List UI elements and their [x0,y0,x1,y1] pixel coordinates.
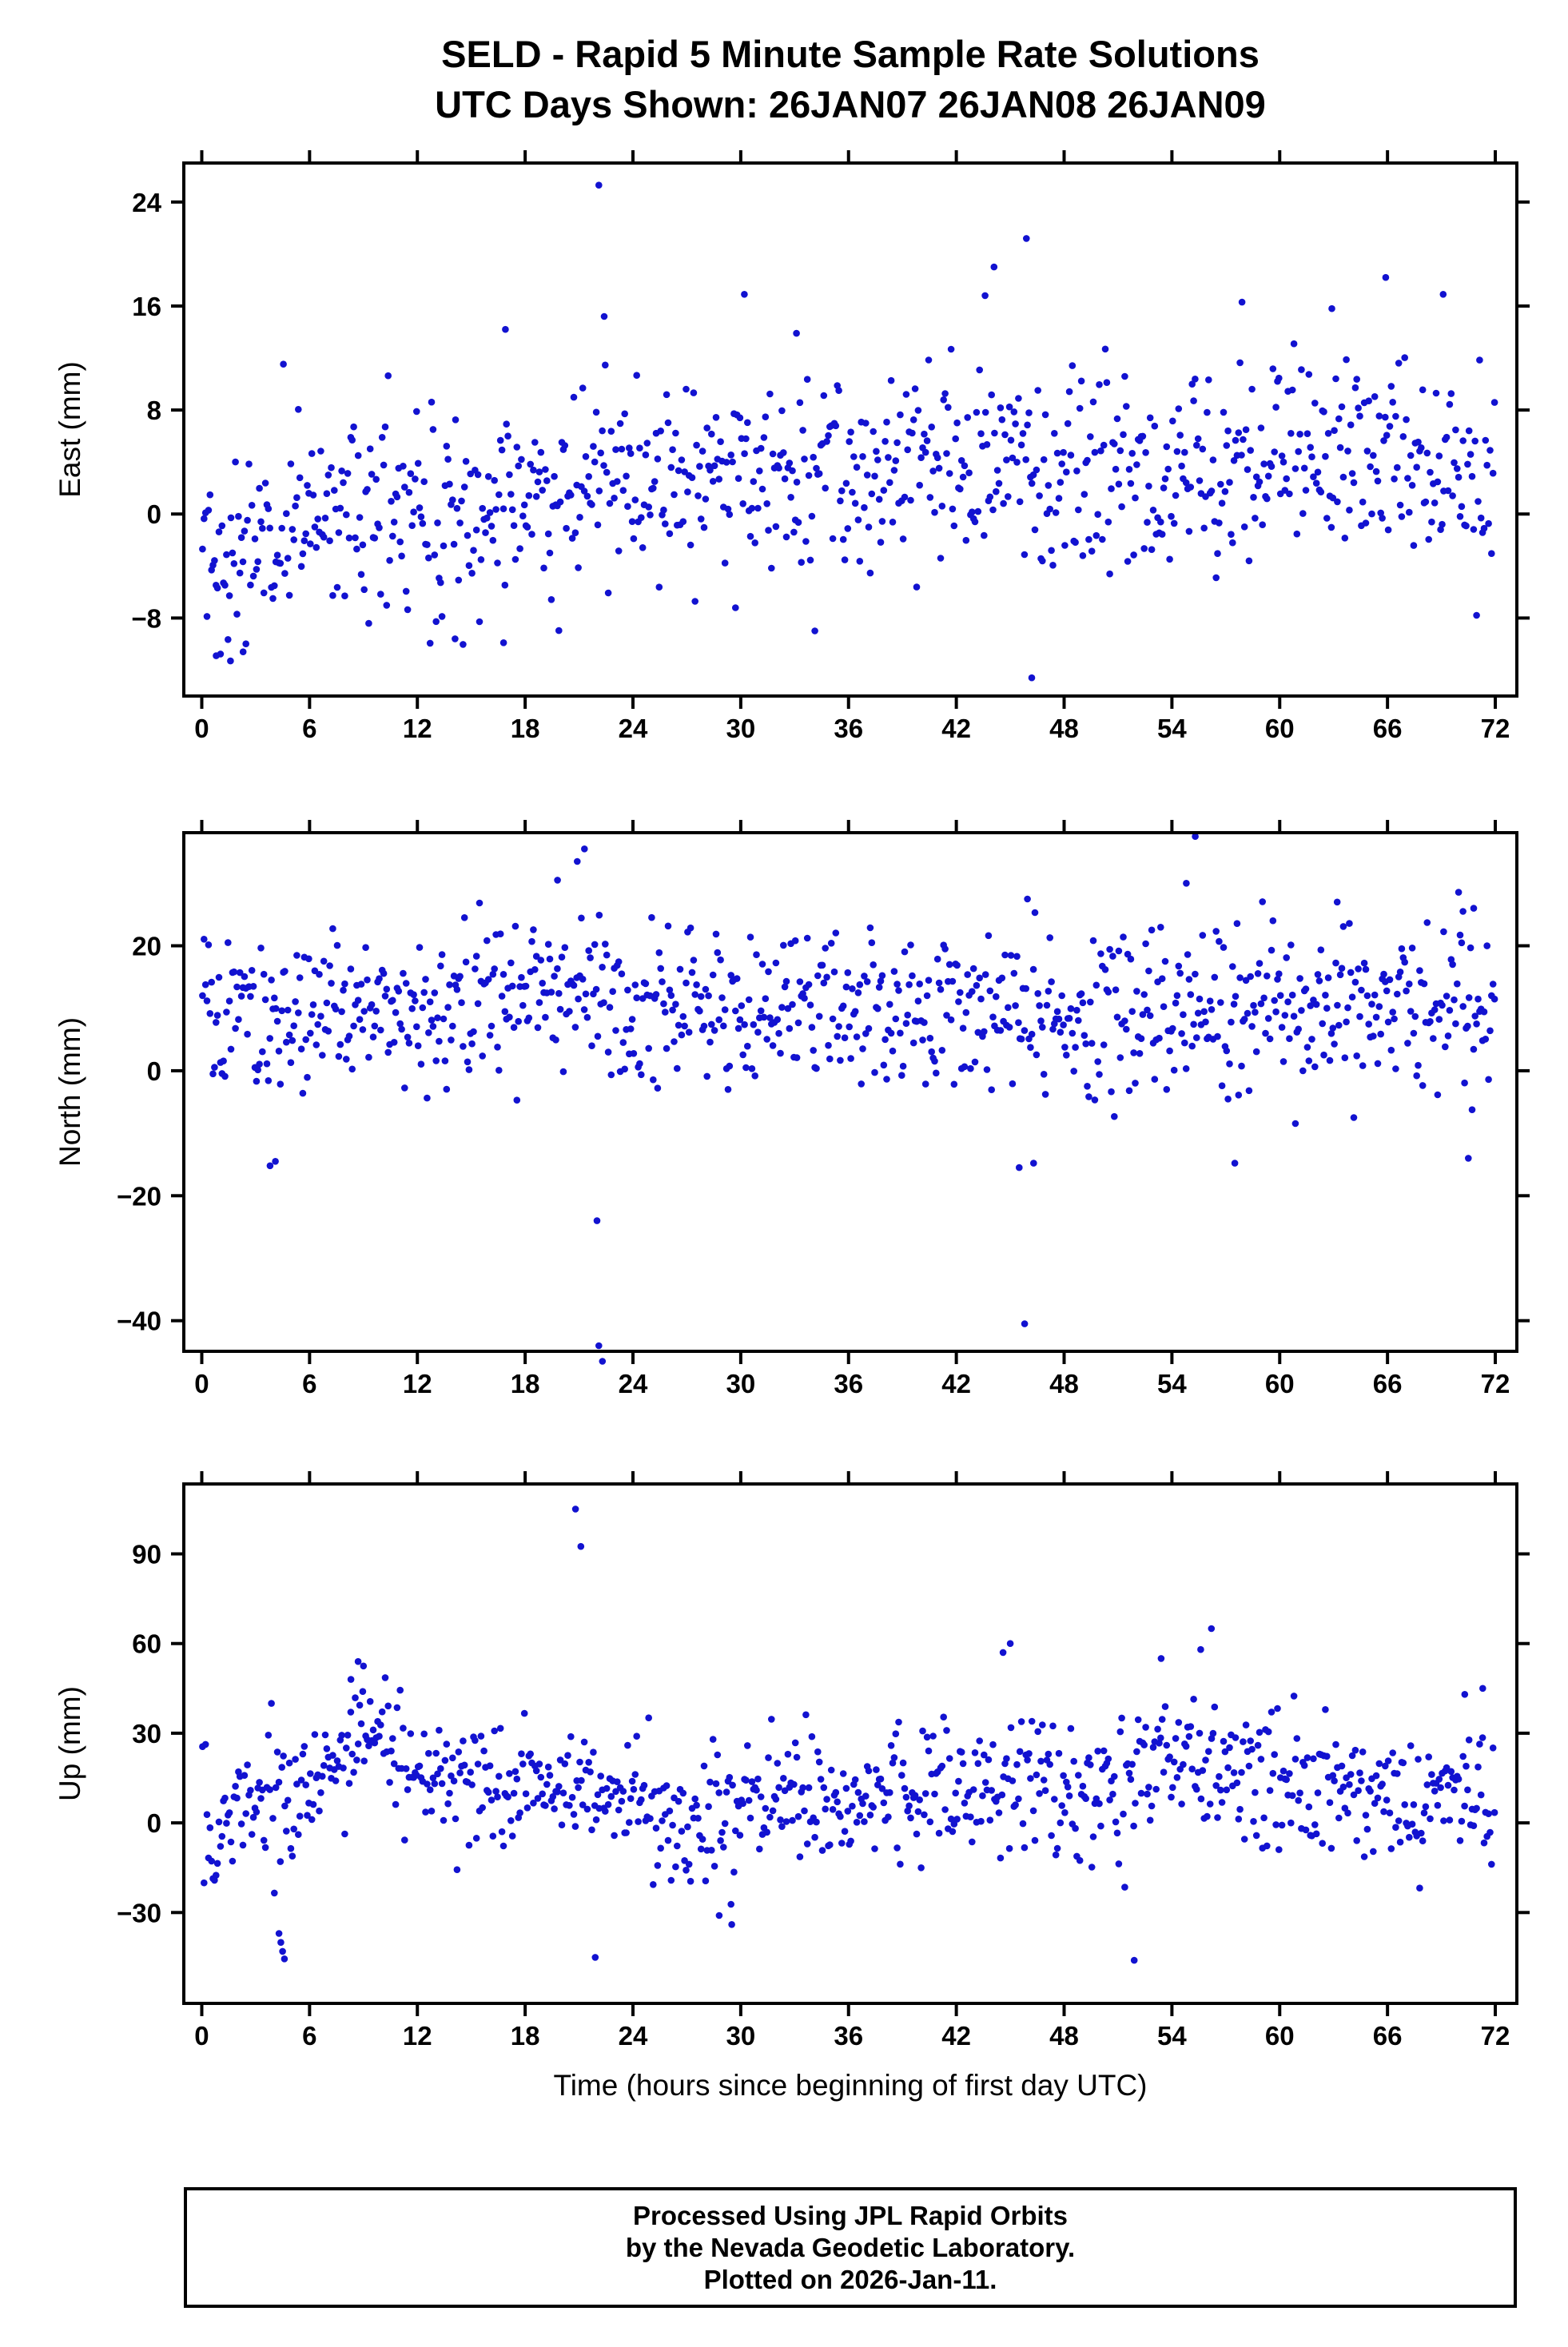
svg-text:12: 12 [403,714,432,743]
svg-text:54: 54 [1157,1369,1187,1398]
svg-text:0: 0 [147,1056,161,1086]
svg-text:66: 66 [1373,2021,1403,2051]
panel-east: 0 6 12 18 24 30 36 42 48 54 60 66 72 −8 0 8 16 24 East (mm… [54,150,1530,743]
svg-text:6: 6 [302,714,316,743]
svg-text:−30: −30 [117,1898,161,1927]
svg-text:16: 16 [132,292,161,321]
svg-text:24: 24 [132,188,161,217]
svg-text:0: 0 [194,1369,209,1398]
svg-text:54: 54 [1157,714,1187,743]
svg-text:48: 48 [1049,2021,1079,2051]
svg-text:30: 30 [132,1719,161,1748]
svg-text:0: 0 [147,499,161,529]
svg-text:30: 30 [726,1369,756,1398]
svg-text:18: 18 [511,2021,540,2051]
east-points [199,181,1498,682]
x-axis-label: Time (hours since beginning of first day… [553,2069,1147,2102]
svg-text:66: 66 [1373,1369,1403,1398]
panel-north: 0 6 12 18 24 30 36 42 48 54 60 66 72 −40 −20 0 20 North (… [54,820,1530,1398]
svg-text:90: 90 [132,1540,161,1569]
up-axes [171,1471,1530,2016]
svg-text:12: 12 [403,1369,432,1398]
svg-text:24: 24 [619,714,648,743]
svg-text:36: 36 [834,714,863,743]
svg-text:54: 54 [1157,2021,1187,2051]
svg-text:18: 18 [511,1369,540,1398]
svg-text:−8: −8 [131,603,161,633]
svg-text:8: 8 [147,396,161,425]
svg-text:18: 18 [511,714,540,743]
svg-text:72: 72 [1481,714,1510,743]
up-frame [182,1482,1518,2005]
svg-text:24: 24 [619,2021,648,2051]
svg-text:0: 0 [147,1808,161,1838]
svg-text:0: 0 [194,714,209,743]
svg-text:42: 42 [941,1369,971,1398]
svg-text:36: 36 [834,1369,863,1398]
svg-text:60: 60 [1265,2021,1295,2051]
svg-text:12: 12 [403,2021,432,2051]
east-axes [171,150,1530,709]
north-axes [171,820,1530,1364]
north-frame [182,831,1518,1353]
svg-text:72: 72 [1481,2021,1510,2051]
east-frame [182,161,1518,698]
svg-text:42: 42 [941,714,971,743]
svg-text:0: 0 [194,2021,209,2051]
svg-text:−20: −20 [117,1181,161,1211]
svg-text:30: 30 [726,714,756,743]
svg-text:30: 30 [726,2021,756,2051]
svg-text:66: 66 [1373,714,1403,743]
north-points [199,833,1498,1365]
svg-text:24: 24 [619,1369,648,1398]
footer-line2: by the Nevada Geodetic Laboratory. [625,2232,1076,2262]
footer-box: Processed Using JPL Rapid Orbits by the … [184,2187,1517,2308]
footer-line1: Processed Using JPL Rapid Orbits [632,2200,1069,2230]
svg-text:60: 60 [132,1629,161,1659]
north-axis-label: North (mm) [54,1017,86,1167]
svg-text:60: 60 [1265,714,1295,743]
svg-text:42: 42 [941,2021,971,2051]
east-axis-label: East (mm) [54,361,86,498]
chart-title: SELD - Rapid 5 Minute Sample Rate Soluti… [184,29,1517,129]
svg-text:48: 48 [1049,714,1079,743]
chart-title-line2: UTC Days Shown: 26JAN07 26JAN08 26JAN09 [435,83,1266,125]
chart-title-line1: SELD - Rapid 5 Minute Sample Rate Soluti… [441,33,1260,75]
svg-text:60: 60 [1265,1369,1295,1398]
svg-text:72: 72 [1481,1369,1510,1398]
panel-up: 0 6 12 18 24 30 36 42 48 54 60 66 72 −30 0 30 60 90 Up (mm… [54,1471,1530,2102]
svg-text:20: 20 [132,932,161,961]
svg-text:−40: −40 [117,1307,161,1336]
up-axis-label: Up (mm) [54,1686,86,1801]
up-points [199,1506,1498,1964]
svg-text:6: 6 [302,1369,316,1398]
svg-text:6: 6 [302,2021,316,2051]
svg-text:36: 36 [834,2021,863,2051]
footer-line3: Plotted on 2026-Jan-11. [703,2264,997,2294]
svg-text:48: 48 [1049,1369,1079,1398]
